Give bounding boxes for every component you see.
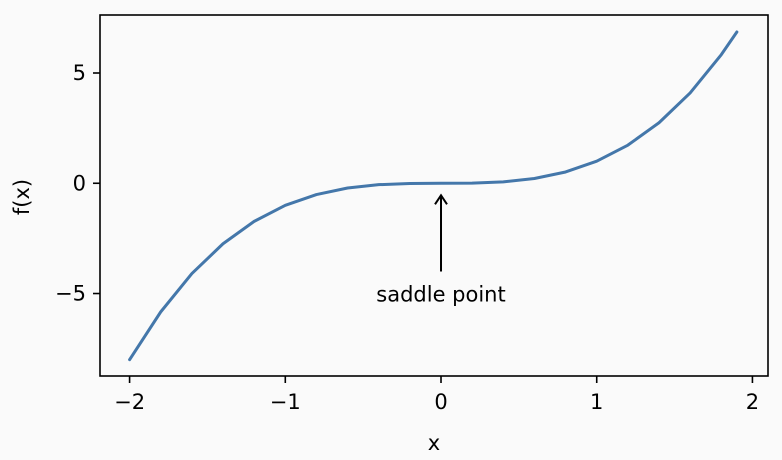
plot-area [128, 30, 739, 362]
annotation-arrow-head [434, 193, 448, 205]
x-tick-label: 2 [746, 390, 759, 414]
x-tick-label: 1 [590, 390, 603, 414]
plot-frame [99, 14, 769, 377]
x-axis: −2 −1 0 1 2 [114, 376, 759, 414]
annotation: saddle point [376, 193, 506, 307]
y-axis-label: f(x) [10, 179, 34, 215]
annotation-label: saddle point [376, 283, 505, 307]
x-tick-label: −1 [270, 390, 301, 414]
y-tick-label: 5 [73, 61, 86, 85]
x-axis-label: x [428, 431, 440, 455]
series-line-0 [128, 30, 739, 362]
x-tick-label: −2 [114, 390, 145, 414]
y-tick-label: 0 [73, 171, 86, 195]
y-axis: 5 0 −5 [55, 61, 100, 306]
x-tick-label: 0 [434, 390, 447, 414]
y-tick-label: −5 [55, 282, 86, 306]
